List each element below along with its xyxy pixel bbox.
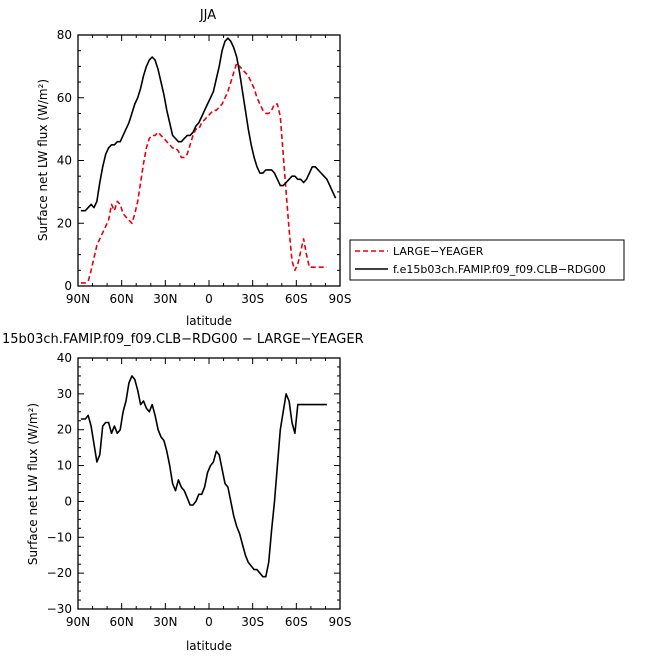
top-x-tick-label: 60N bbox=[110, 292, 134, 306]
top-x-tick-label: 60S bbox=[285, 292, 308, 306]
bottom-y-tick-label: 30 bbox=[57, 387, 72, 401]
bottom-y-axis-label: Surface net LW flux (W/m²) bbox=[26, 403, 40, 565]
top-axis-ticks: 90N 60N 30N 0 30S 60S 90S 0 20 40 60 80 bbox=[57, 28, 352, 306]
bottom-x-tick-label: 60S bbox=[285, 615, 308, 629]
top-y-tick-label: 60 bbox=[57, 91, 72, 105]
top-chart-panel: JJA 90N 60N 30N 0 30S 60S 90S 0 20 40 60 80 latitud… bbox=[36, 8, 625, 328]
bottom-x-tick-label: 30S bbox=[241, 615, 264, 629]
top-y-tick-label: 20 bbox=[57, 216, 72, 230]
bottom-y-tick-label: 10 bbox=[57, 459, 72, 473]
top-x-tick-label: 90N bbox=[66, 292, 90, 306]
top-y-tick-label: 40 bbox=[57, 154, 72, 168]
top-x-tick-label: 0 bbox=[205, 292, 213, 306]
top-x-tick-label: 30S bbox=[241, 292, 264, 306]
bottom-y-tick-label: 0 bbox=[64, 494, 72, 508]
top-y-tick-label: 0 bbox=[64, 279, 72, 293]
top-x-axis-label: latitude bbox=[186, 314, 232, 328]
bottom-plot-frame bbox=[77, 357, 341, 610]
bottom-x-axis-label: latitude bbox=[186, 639, 232, 653]
bottom-y-tick-label: 20 bbox=[57, 423, 72, 437]
bottom-y-tick-label: −20 bbox=[47, 566, 72, 580]
legend-box bbox=[349, 239, 625, 281]
bottom-x-tick-label: 30N bbox=[153, 615, 177, 629]
bottom-y-tick-label: 40 bbox=[57, 351, 72, 365]
top-chart-title: JJA bbox=[199, 8, 216, 23]
legend-label-clb-rdg00: f.e15b03ch.FAMIP.f09_f09.CLB−RDG00 bbox=[393, 263, 606, 276]
top-series-line-0 bbox=[80, 62, 327, 284]
top-series-line-1 bbox=[80, 37, 337, 212]
bottom-series-line-0 bbox=[80, 375, 327, 578]
bottom-axis-ticks: 90N 60N 30N 0 30S 60S 90S −30 −20 −10 0 10 20 30 40 bbox=[47, 351, 352, 629]
bottom-series-lines bbox=[80, 375, 327, 578]
top-x-tick-label: 30N bbox=[153, 292, 177, 306]
bottom-chart-title: 15b03ch.FAMIP.f09_f09.CLB−RDG00 − LARGE−… bbox=[2, 332, 364, 347]
bottom-y-tick-label: −30 bbox=[47, 602, 72, 616]
top-x-tick-label: 90S bbox=[329, 292, 352, 306]
bottom-x-tick-label: 60N bbox=[110, 615, 134, 629]
bottom-x-tick-label: 90S bbox=[329, 615, 352, 629]
bottom-chart-panel: 15b03ch.FAMIP.f09_f09.CLB−RDG00 − LARGE−… bbox=[2, 332, 364, 653]
top-series-lines bbox=[80, 37, 337, 284]
legend: LARGE−YEAGER f.e15b03ch.FAMIP.f09_f09.CL… bbox=[349, 239, 625, 281]
top-y-tick-label: 80 bbox=[57, 28, 72, 42]
legend-label-large-yeager: LARGE−YEAGER bbox=[393, 245, 484, 258]
bottom-y-tick-label: −10 bbox=[47, 530, 72, 544]
bottom-x-tick-label: 0 bbox=[205, 615, 213, 629]
bottom-x-tick-label: 90N bbox=[66, 615, 90, 629]
top-y-axis-label: Surface net LW flux (W/m²) bbox=[36, 79, 50, 241]
top-plot-frame bbox=[77, 34, 341, 287]
